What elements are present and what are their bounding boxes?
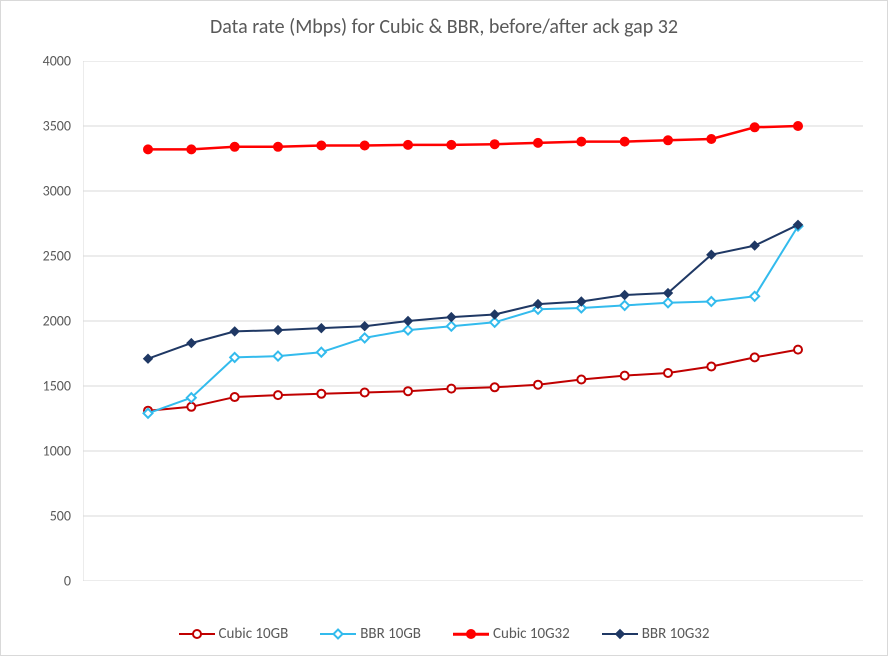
y-tick-label: 1500 (1, 378, 71, 395)
legend-swatch (453, 626, 489, 642)
y-tick-label: 0 (1, 573, 71, 590)
legend-item: BBR 10G32 (602, 625, 710, 643)
y-tick-label: 2000 (1, 313, 71, 330)
plot-area (83, 61, 863, 581)
legend-label: BBR 10GB (360, 625, 421, 643)
legend-swatch (320, 626, 356, 642)
legend-swatch (179, 626, 215, 642)
y-tick-label: 3000 (1, 183, 71, 200)
legend-item: Cubic 10G32 (453, 625, 570, 643)
y-tick-label: 3500 (1, 118, 71, 135)
y-tick-label: 4000 (1, 53, 71, 70)
legend-item: Cubic 10GB (179, 625, 289, 643)
chart-container: Data rate (Mbps) for Cubic & BBR, before… (0, 0, 888, 656)
legend-label: BBR 10G32 (642, 625, 710, 643)
legend-item: BBR 10GB (320, 625, 421, 643)
legend: Cubic 10GB BBR 10GB Cubic 10G32 BBR 10G32 (1, 625, 887, 643)
y-tick-label: 500 (1, 508, 71, 525)
y-tick-label: 2500 (1, 248, 71, 265)
legend-label: Cubic 10G32 (493, 625, 570, 643)
legend-label: Cubic 10GB (219, 625, 289, 643)
legend-swatch (602, 626, 638, 642)
y-tick-label: 1000 (1, 443, 71, 460)
chart-title: Data rate (Mbps) for Cubic & BBR, before… (1, 15, 887, 39)
